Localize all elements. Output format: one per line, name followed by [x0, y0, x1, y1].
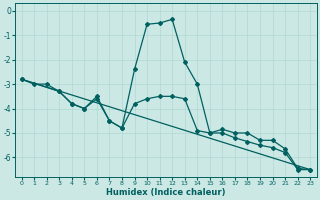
X-axis label: Humidex (Indice chaleur): Humidex (Indice chaleur): [106, 188, 226, 197]
